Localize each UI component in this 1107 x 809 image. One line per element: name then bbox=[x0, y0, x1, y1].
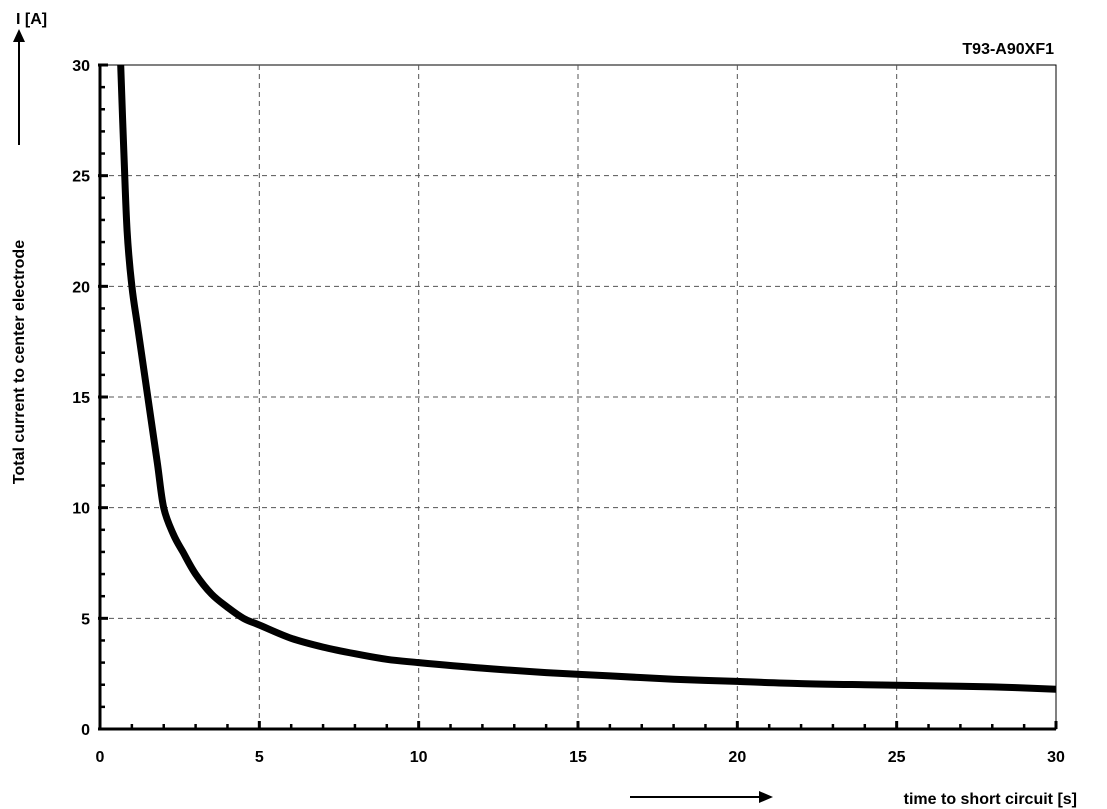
grid bbox=[99, 64, 1057, 730]
y-tick-label: 25 bbox=[72, 169, 90, 186]
minor-ticks bbox=[100, 85, 1026, 729]
x-arrow bbox=[630, 791, 773, 803]
chart-title: T93-A90XF1 bbox=[962, 41, 1054, 58]
x-tick-label: 0 bbox=[96, 749, 105, 766]
x-tick-label: 10 bbox=[410, 749, 428, 766]
x-tick-label: 25 bbox=[888, 749, 906, 766]
x-axis-label: time to short circuit [s] bbox=[904, 791, 1077, 808]
y-tick-label: 5 bbox=[81, 611, 90, 628]
y-tick-label: 20 bbox=[72, 279, 90, 296]
y-tick-label: 10 bbox=[72, 501, 90, 518]
y-unit-label: I [A] bbox=[16, 11, 47, 28]
y-tick-label: 0 bbox=[81, 722, 90, 739]
y-tick-label: 15 bbox=[72, 390, 90, 407]
x-tick-label: 15 bbox=[569, 749, 587, 766]
x-tick-label: 20 bbox=[728, 749, 746, 766]
y-arrow bbox=[13, 29, 25, 145]
axes bbox=[98, 63, 1058, 731]
x-tick-label: 5 bbox=[255, 749, 264, 766]
y-tick-label: 30 bbox=[72, 58, 90, 75]
x-tick-label: 30 bbox=[1047, 749, 1065, 766]
y-axis-label: Total current to center electrode bbox=[11, 240, 28, 484]
tick-labels: 0 5 10 15 20 25 30 0 5 10 15 20 25 30 bbox=[72, 58, 1065, 766]
series-line bbox=[117, 64, 1057, 693]
series-group bbox=[117, 64, 1057, 693]
